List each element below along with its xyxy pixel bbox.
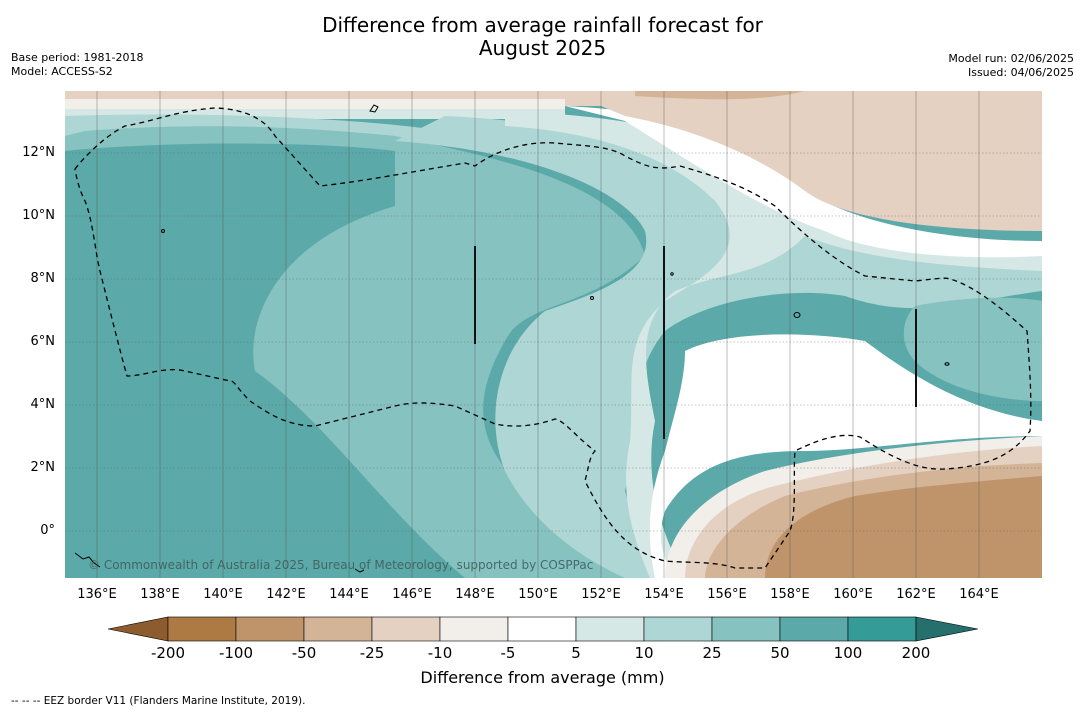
colorbar-segment bbox=[779, 616, 849, 642]
colorbar-segment bbox=[235, 616, 305, 642]
latitude-label: 8°N bbox=[30, 271, 56, 286]
region-white-mid bbox=[649, 334, 1042, 578]
colorbar-segment bbox=[371, 616, 441, 642]
colorbar-tick-label: -10 bbox=[427, 644, 453, 662]
longitude-label: 140°E bbox=[203, 587, 243, 602]
footnote: -- -- -- EEZ border V11 (Flanders Marine… bbox=[11, 695, 306, 707]
colorbar-svg bbox=[107, 616, 979, 642]
colorbar-tick-label: -50 bbox=[291, 644, 317, 662]
colorbar bbox=[107, 616, 979, 642]
region-midteal-right bbox=[903, 297, 1042, 401]
longitude-label: 142°E bbox=[266, 587, 306, 602]
colorbar-segment bbox=[439, 616, 509, 642]
colorbar-tick-label: -5 bbox=[500, 644, 516, 662]
region-paleteal-mid bbox=[505, 111, 1042, 578]
copyright-watermark: © Commonwealth of Australia 2025, Bureau… bbox=[88, 558, 594, 572]
colorbar-tick-label: -100 bbox=[218, 644, 254, 662]
colorbar-segment bbox=[711, 616, 781, 642]
longitude-label: 162°E bbox=[896, 587, 936, 602]
colorbar-extend-high bbox=[915, 616, 979, 642]
colorbar-tick-label: -200 bbox=[150, 644, 186, 662]
map-svg bbox=[65, 91, 1042, 578]
region-beige-topright bbox=[565, 91, 1042, 231]
longitude-label: 148°E bbox=[455, 587, 495, 602]
model-run: Model run: 02/06/2025 bbox=[948, 52, 1074, 65]
latitude-label: 12°N bbox=[22, 145, 55, 160]
colorbar-segment bbox=[643, 616, 713, 642]
region-white-top bbox=[565, 106, 1042, 258]
region-tan-topright bbox=[635, 91, 805, 100]
colorbar-tick-label: -25 bbox=[359, 644, 385, 662]
colorbar-tick-label: 5 bbox=[571, 644, 581, 662]
issued-date: Issued: 04/06/2025 bbox=[967, 66, 1074, 79]
title-line-1: Difference from average rainfall forecas… bbox=[322, 13, 763, 37]
solid-lines bbox=[474, 246, 917, 439]
longitude-label: 138°E bbox=[140, 587, 180, 602]
meridians bbox=[96, 91, 980, 578]
model-name: Model: ACCESS-S2 bbox=[11, 65, 113, 78]
colorbar-title: Difference from average (mm) bbox=[420, 668, 665, 687]
colorbar-tick-label: 10 bbox=[634, 644, 654, 662]
colorbar-tick-label: 200 bbox=[901, 644, 931, 662]
longitude-label: 150°E bbox=[518, 587, 558, 602]
latitude-label: 2°N bbox=[30, 460, 56, 475]
colorbar-segment bbox=[167, 616, 237, 642]
meta-left: Base period: 1981-2018 Model: ACCESS-S2 bbox=[11, 51, 143, 79]
region-midteal bbox=[65, 126, 665, 578]
longitude-label: 146°E bbox=[392, 587, 432, 602]
colorbar-extend-low bbox=[107, 616, 169, 642]
rainfall-map bbox=[65, 91, 1042, 578]
colorbar-segment bbox=[303, 616, 373, 642]
colorbar-tick-label: 25 bbox=[702, 644, 722, 662]
longitude-label: 136°E bbox=[77, 587, 117, 602]
colorbar-segment bbox=[847, 616, 917, 642]
latitude-label: 10°N bbox=[22, 208, 55, 223]
longitude-label: 144°E bbox=[329, 587, 369, 602]
colorbar-segment bbox=[575, 616, 645, 642]
longitude-label: 160°E bbox=[833, 587, 873, 602]
region-tan-bottom bbox=[765, 476, 1042, 578]
colorbar-tick-label: 100 bbox=[833, 644, 863, 662]
region-offwhite-top bbox=[65, 99, 565, 111]
meta-right: Model run: 02/06/2025 Issued: 04/06/2025 bbox=[948, 52, 1074, 80]
colorbar-segment bbox=[507, 616, 577, 642]
base-period: Base period: 1981-2018 bbox=[11, 51, 144, 64]
longitude-label: 164°E bbox=[959, 587, 999, 602]
region-lightteal-mid bbox=[395, 116, 1042, 578]
chart-title: Difference from average rainfall forecas… bbox=[0, 14, 1085, 60]
longitude-label: 152°E bbox=[581, 587, 621, 602]
latitude-label: 0° bbox=[40, 523, 55, 538]
longitude-label: 154°E bbox=[644, 587, 684, 602]
longitude-label: 158°E bbox=[770, 587, 810, 602]
title-line-2: August 2025 bbox=[478, 36, 607, 60]
longitude-label: 156°E bbox=[707, 587, 747, 602]
colorbar-tick-label: 50 bbox=[770, 644, 790, 662]
eez-border bbox=[74, 107, 1032, 569]
islands bbox=[74, 104, 950, 573]
latitude-label: 4°N bbox=[30, 397, 56, 412]
latitude-label: 6°N bbox=[30, 334, 56, 349]
